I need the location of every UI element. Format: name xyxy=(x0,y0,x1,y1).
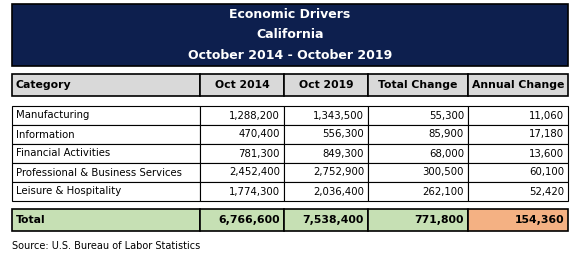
Bar xyxy=(12,182,200,201)
Text: 6,766,600: 6,766,600 xyxy=(219,215,280,225)
Text: 2,036,400: 2,036,400 xyxy=(313,186,364,197)
Text: Manufacturing: Manufacturing xyxy=(16,110,89,120)
Bar xyxy=(284,74,368,96)
Text: 300,500: 300,500 xyxy=(422,167,464,178)
Text: Oct 2014: Oct 2014 xyxy=(215,80,269,90)
Text: October 2014 - October 2019: October 2014 - October 2019 xyxy=(188,49,392,62)
Bar xyxy=(200,182,284,201)
Text: Source: U.S. Bureau of Labor Statistics: Source: U.S. Bureau of Labor Statistics xyxy=(12,241,200,251)
Bar xyxy=(284,182,368,201)
Text: 771,800: 771,800 xyxy=(415,215,464,225)
Bar xyxy=(284,163,368,182)
Bar xyxy=(468,106,568,125)
Bar xyxy=(368,74,468,96)
Bar xyxy=(12,106,200,125)
Text: Professional & Business Services: Professional & Business Services xyxy=(16,167,182,178)
Text: 85,900: 85,900 xyxy=(429,129,464,140)
Bar xyxy=(368,209,468,231)
Text: 52,420: 52,420 xyxy=(529,186,564,197)
Bar xyxy=(368,144,468,163)
Bar xyxy=(12,163,200,182)
Text: 68,000: 68,000 xyxy=(429,148,464,159)
Bar xyxy=(200,125,284,144)
Text: 2,752,900: 2,752,900 xyxy=(313,167,364,178)
Bar xyxy=(12,144,200,163)
Text: 2,452,400: 2,452,400 xyxy=(229,167,280,178)
Bar xyxy=(200,106,284,125)
Text: Information: Information xyxy=(16,129,75,140)
Bar xyxy=(284,209,368,231)
Text: 55,300: 55,300 xyxy=(429,110,464,120)
Bar xyxy=(200,163,284,182)
Text: Total: Total xyxy=(16,215,46,225)
Text: 470,400: 470,400 xyxy=(238,129,280,140)
Text: 154,360: 154,360 xyxy=(514,215,564,225)
Bar xyxy=(200,144,284,163)
Bar xyxy=(468,125,568,144)
Text: Total Change: Total Change xyxy=(378,80,458,90)
Text: Leisure & Hospitality: Leisure & Hospitality xyxy=(16,186,121,197)
Bar xyxy=(284,106,368,125)
Text: Annual Change: Annual Change xyxy=(472,80,564,90)
Text: Category: Category xyxy=(16,80,71,90)
Text: 1,288,200: 1,288,200 xyxy=(229,110,280,120)
Bar xyxy=(12,209,200,231)
Text: 7,538,400: 7,538,400 xyxy=(303,215,364,225)
Bar xyxy=(368,182,468,201)
Text: Financial Activities: Financial Activities xyxy=(16,148,110,159)
Text: 11,060: 11,060 xyxy=(529,110,564,120)
Text: 781,300: 781,300 xyxy=(238,148,280,159)
Bar xyxy=(12,4,568,66)
Bar xyxy=(368,163,468,182)
Bar xyxy=(468,74,568,96)
Bar xyxy=(368,106,468,125)
Bar xyxy=(468,209,568,231)
Bar xyxy=(12,125,200,144)
Bar xyxy=(368,125,468,144)
Text: 849,300: 849,300 xyxy=(322,148,364,159)
Text: Economic Drivers: Economic Drivers xyxy=(229,8,351,21)
Bar xyxy=(284,144,368,163)
Text: 17,180: 17,180 xyxy=(529,129,564,140)
Bar xyxy=(468,182,568,201)
Bar xyxy=(468,144,568,163)
Text: 13,600: 13,600 xyxy=(529,148,564,159)
Text: 60,100: 60,100 xyxy=(529,167,564,178)
Text: California: California xyxy=(256,29,324,42)
Text: 262,100: 262,100 xyxy=(422,186,464,197)
Text: 1,774,300: 1,774,300 xyxy=(229,186,280,197)
Text: 556,300: 556,300 xyxy=(322,129,364,140)
Bar xyxy=(200,74,284,96)
Bar xyxy=(284,125,368,144)
Bar xyxy=(200,209,284,231)
Bar xyxy=(12,74,200,96)
Text: Oct 2019: Oct 2019 xyxy=(299,80,353,90)
Bar xyxy=(468,163,568,182)
Text: 1,343,500: 1,343,500 xyxy=(313,110,364,120)
